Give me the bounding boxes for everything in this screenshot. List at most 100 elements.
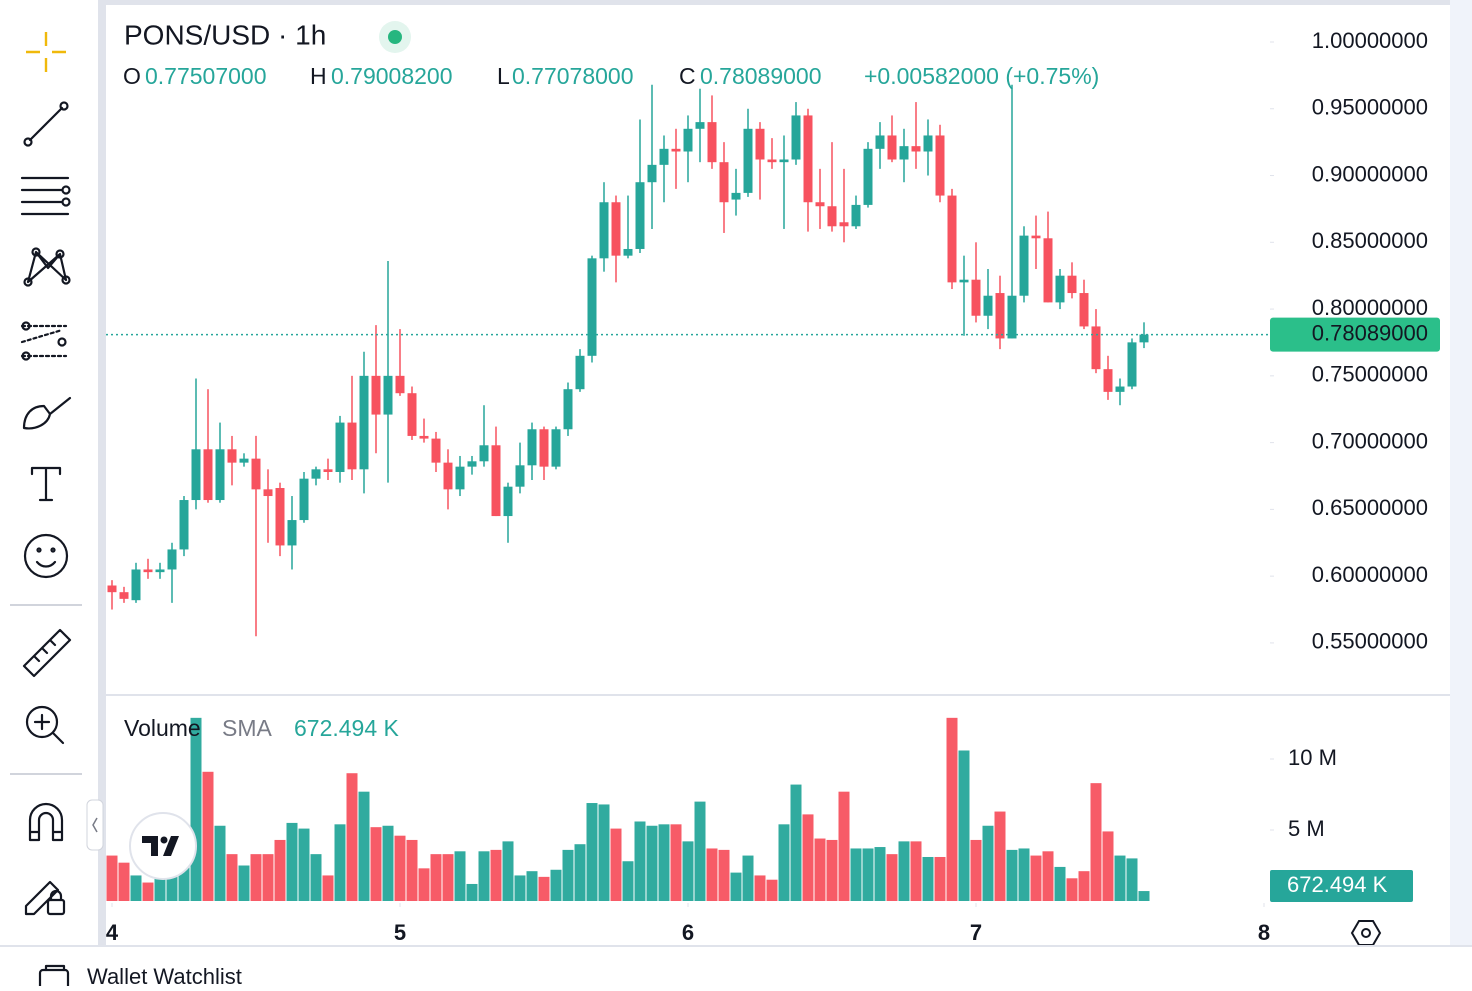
ohlc-key: H [310,63,327,89]
volume-bar [382,825,394,901]
volume-bar [610,828,622,901]
volume-bar [202,771,214,901]
candle-body [671,148,681,152]
volume-bar [562,849,574,901]
magnet-tool[interactable] [28,802,64,842]
pattern-tool[interactable] [23,247,71,287]
volume-bar [658,824,670,901]
ohlc-value: 0.77507000 [145,63,267,89]
volume-bar [538,876,550,901]
fib-tool[interactable] [20,176,71,216]
volume-bar [166,865,178,901]
volume-bar [754,875,766,901]
tv-logo[interactable] [129,812,197,880]
candle-body [1055,275,1065,303]
candle-body [1079,293,1089,327]
y2-tick-label: 10 M [1288,745,1337,770]
volume-bar [838,791,850,901]
ruler-tool[interactable] [22,628,72,678]
x-tick-label: 7 [970,920,982,945]
brush-tool[interactable] [22,396,72,430]
candle-body [359,375,369,470]
candle-body [599,202,609,259]
volume-bar [814,838,826,901]
volume-bar [742,855,754,901]
ohlc-key: L [497,63,510,89]
volume-bar [454,851,466,901]
y-tick-label: 0.70000000 [1312,428,1428,453]
x-tick-label: 6 [682,920,694,945]
y-tick-label: 1.00000000 [1312,28,1428,53]
volume-bar [190,717,202,901]
volume-bar [226,854,238,901]
candle-body [1127,342,1137,387]
candle-body [923,135,933,152]
volume-bar [646,825,658,901]
candle-body [575,355,585,390]
volume-bar [634,821,646,901]
y2-tick-label: 5 M [1288,816,1325,841]
volume-bar [694,801,706,901]
text-tool[interactable] [30,466,62,502]
candle-body [227,449,237,463]
ohlc-value: 0.77078000 [512,63,634,89]
collapse-handle[interactable] [86,799,104,851]
candle-body [527,429,537,466]
crosshair-tool[interactable] [26,32,66,72]
volume-bar [394,835,406,901]
volume-bar [850,848,862,901]
volume-bar [106,855,118,901]
volume-bar [310,854,322,901]
volume-tag [1270,870,1413,902]
ohlc-key: O [123,63,141,89]
top-border [106,0,1450,5]
zoom-tool[interactable] [25,705,65,745]
trend-line-tool[interactable] [23,101,69,147]
forecast-tool[interactable] [20,321,68,361]
volume-bar [1126,858,1138,901]
y-tick-label: 0.85000000 [1312,228,1428,253]
candle-body [1019,235,1029,296]
volume-bar [1042,851,1054,901]
candle-body [959,279,969,283]
candle-body [863,148,873,205]
candle-body [251,458,261,490]
volume-bar [886,854,898,901]
lock-drawings-tool[interactable] [24,880,66,916]
candle-body [1103,369,1113,392]
footer-tab[interactable]: Wallet Watchlist [87,964,242,989]
emoji-tool[interactable] [23,533,69,579]
last-price-tag [1270,317,1440,352]
ohlc-value: 0.78089000 [700,63,822,89]
candle-body [167,549,177,570]
volume-bar [418,868,430,901]
ohlc-value: 0.79008200 [331,63,453,89]
candle-body [839,222,849,227]
volume-bar [370,827,382,901]
volume-bar [178,851,190,901]
volume-bar [682,841,694,901]
candle-body [995,293,1005,339]
volume-bar [430,854,442,901]
candle-body [1091,326,1101,370]
candle-body [311,469,321,479]
volume-bar [322,875,334,901]
ohlc-key: C [679,63,696,89]
volume-bar [730,872,742,901]
volume-bar [958,750,970,901]
toolbar[interactable] [10,32,82,916]
candle-body [767,159,777,163]
volume-bar [1090,783,1102,901]
candle-body [395,375,405,394]
volume-bar [118,862,130,901]
volume-bar [790,784,802,901]
volume-bar [1054,866,1066,901]
candle-body [323,469,333,472]
volume-bar [1018,848,1030,901]
volume-bar [574,844,586,901]
candle-body [623,248,633,256]
candle-body [875,135,885,149]
volume-bar [802,814,814,901]
candle-body [287,520,297,546]
